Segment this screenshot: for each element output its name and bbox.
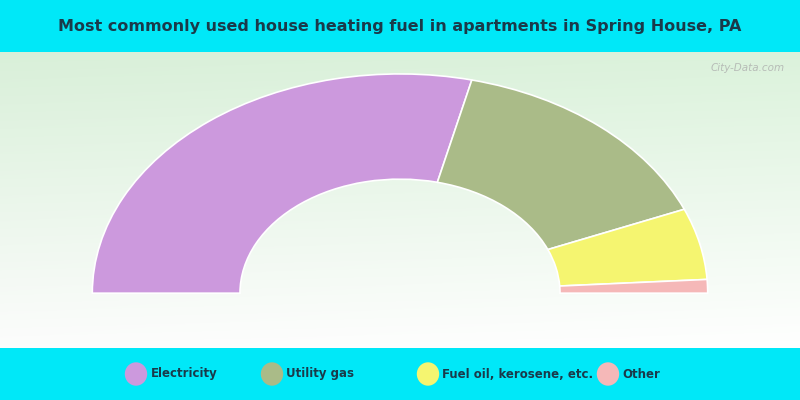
Text: Most commonly used house heating fuel in apartments in Spring House, PA: Most commonly used house heating fuel in… (58, 18, 742, 34)
Ellipse shape (417, 362, 439, 386)
Wedge shape (548, 209, 707, 286)
Text: City-Data.com: City-Data.com (710, 63, 785, 73)
Wedge shape (92, 74, 472, 293)
Ellipse shape (261, 362, 283, 386)
Ellipse shape (125, 362, 147, 386)
Wedge shape (560, 280, 708, 293)
Ellipse shape (597, 362, 619, 386)
Text: Electricity: Electricity (150, 368, 217, 380)
Text: Fuel oil, kerosene, etc.: Fuel oil, kerosene, etc. (442, 368, 594, 380)
Text: Other: Other (622, 368, 660, 380)
Text: Utility gas: Utility gas (286, 368, 354, 380)
Wedge shape (438, 80, 684, 250)
